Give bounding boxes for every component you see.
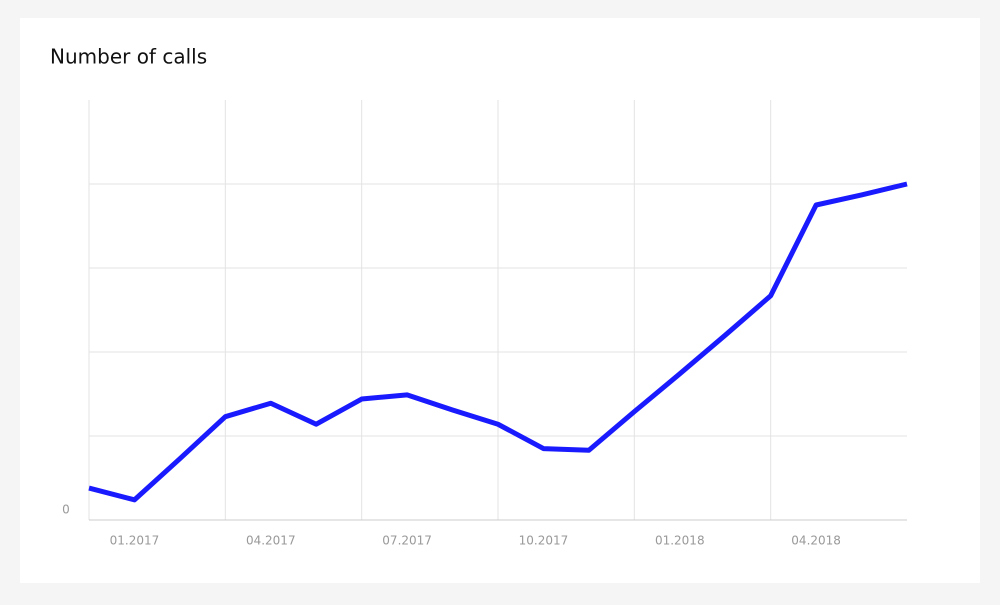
y-tick-label: 0 — [62, 503, 70, 517]
series-line — [88, 181, 908, 503]
chart-title: Number of calls — [50, 45, 207, 69]
x-tick-label: 01.2017 — [110, 534, 160, 548]
card — [20, 18, 980, 583]
x-tick-label: 04.2018 — [791, 534, 841, 548]
x-tick-label: 01.2018 — [655, 534, 705, 548]
x-tick-label: 07.2017 — [382, 534, 432, 548]
x-tick-label: 10.2017 — [519, 534, 569, 548]
x-tick-label: 04.2017 — [246, 534, 296, 548]
